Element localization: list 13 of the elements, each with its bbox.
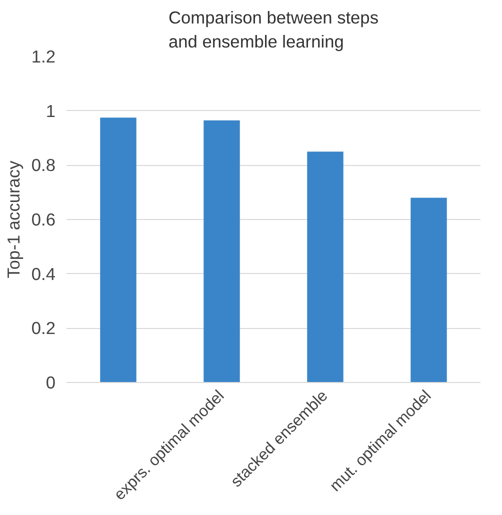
y-tick-label: 0.2 (31, 318, 56, 338)
y-tick-label: 0 (46, 372, 56, 392)
bar (410, 198, 447, 382)
y-tick-label: 0.4 (31, 264, 56, 284)
bar (204, 120, 240, 382)
chart-title: Comparison between steps and ensemble learning (168, 8, 379, 52)
y-tick-label: 0.6 (31, 210, 56, 230)
y-tick-label: 1 (46, 100, 56, 121)
bar (100, 118, 136, 382)
y-tick-label: 0.8 (31, 155, 56, 176)
y-axis-title: Top-1 accuracy (3, 160, 24, 278)
y-tick-label: 1.2 (31, 46, 56, 66)
bar (307, 152, 344, 382)
